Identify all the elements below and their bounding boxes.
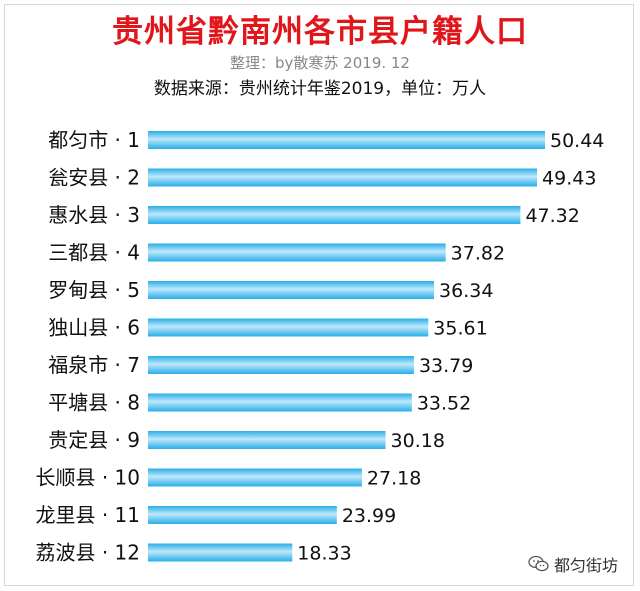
value-label: 23.99	[342, 505, 396, 527]
category-label: 平塘县 · 8	[48, 391, 140, 415]
category-label: 罗甸县 · 5	[48, 278, 140, 302]
bar	[148, 468, 362, 487]
bar	[148, 506, 337, 524]
bar	[148, 431, 386, 449]
bar	[148, 356, 414, 374]
bar	[148, 206, 521, 224]
category-label: 都匀市 · 1	[48, 128, 140, 152]
value-label: 49.43	[542, 168, 596, 190]
category-label: 荔波县 · 12	[35, 541, 140, 565]
category-label: 独山县 · 6	[48, 316, 140, 340]
watermark-text: 都匀街坊	[554, 556, 619, 575]
value-label: 27.18	[367, 468, 421, 490]
chart-subtitle: 整理：by散寒苏 2019. 12	[230, 54, 410, 72]
bar	[148, 393, 412, 412]
bar	[148, 131, 545, 149]
watermark: 都匀街坊	[528, 552, 618, 576]
value-label: 50.44	[550, 130, 604, 152]
category-label: 长顺县 · 10	[35, 466, 140, 490]
category-label: 龙里县 · 11	[35, 503, 140, 527]
bar	[148, 168, 538, 187]
wechat-icon	[528, 555, 549, 572]
value-label: 33.52	[417, 393, 471, 415]
category-label: 惠水县 · 3	[48, 203, 140, 227]
chart-title: 贵州省黔南州各市县户籍人口	[112, 14, 528, 50]
value-label: 37.82	[451, 243, 505, 265]
data-source-note: 数据来源：贵州统计年鉴2019，单位：万人	[153, 79, 487, 99]
value-label: 30.18	[391, 430, 445, 452]
bar	[148, 543, 293, 562]
value-label: 18.33	[297, 543, 351, 565]
category-label: 瓮安县 · 2	[48, 166, 140, 190]
value-label: 33.79	[419, 355, 473, 377]
chart-frame	[4, 4, 634, 586]
bar	[148, 318, 429, 337]
bar	[148, 281, 435, 299]
value-label: 47.32	[525, 205, 579, 227]
value-label: 36.34	[439, 280, 493, 302]
value-label: 35.61	[433, 318, 487, 340]
bar	[148, 243, 446, 262]
category-label: 福泉市 · 7	[48, 353, 140, 377]
category-label: 贵定县 · 9	[48, 428, 140, 452]
category-label: 三都县 · 4	[48, 241, 140, 265]
